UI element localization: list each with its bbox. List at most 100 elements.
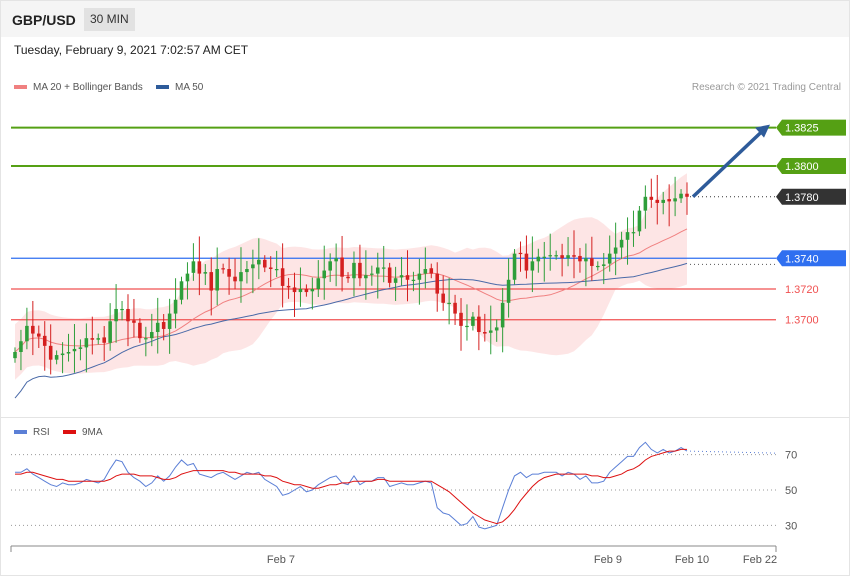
candle-body — [483, 332, 487, 334]
legend-label-ma50: MA 50 — [175, 82, 204, 93]
candle-body — [566, 255, 570, 259]
candle-body — [590, 258, 594, 266]
candle-body — [631, 232, 636, 234]
level-tag-1.3780 — [776, 188, 846, 205]
candle-body — [405, 275, 410, 280]
candle-body — [257, 259, 261, 265]
candle-body — [185, 273, 190, 282]
candle-body — [655, 199, 660, 203]
candle-body — [375, 267, 380, 274]
candle-body — [649, 196, 654, 200]
legend-swatch — [63, 430, 76, 435]
candle-body — [31, 325, 35, 334]
candle-body — [685, 193, 689, 197]
candle-body — [471, 316, 475, 326]
rsi-tick-70: 70 — [785, 450, 797, 462]
candle-body — [530, 261, 535, 271]
candle-body — [37, 333, 41, 337]
candle-body — [506, 279, 511, 303]
candle-body — [334, 258, 338, 262]
rsi-tick-30: 30 — [785, 520, 797, 532]
candle-body — [60, 353, 65, 356]
candle-body — [607, 253, 612, 264]
candle-body — [435, 273, 440, 294]
candle-body — [251, 264, 255, 269]
level-tag-1.3740 — [776, 250, 846, 267]
level-tag-1.3800 — [776, 158, 846, 175]
candle-body — [548, 255, 553, 257]
candle-body — [90, 338, 95, 340]
candle-body — [661, 199, 665, 203]
candle-body — [447, 302, 451, 305]
level-label-1.3740: 1.3740 — [785, 253, 819, 265]
candle-body — [262, 259, 267, 268]
candle-body — [488, 330, 493, 333]
rsi-ma-line — [15, 448, 687, 525]
timeframe-badge[interactable]: 30 MIN — [84, 8, 135, 31]
candle-body — [239, 272, 243, 282]
legend-rsi: RSI — [14, 427, 50, 438]
candle-body — [340, 257, 344, 277]
panel-divider — [1, 417, 849, 418]
ma50-line — [14, 262, 688, 399]
candle-body — [578, 255, 582, 262]
candle-body — [524, 253, 529, 271]
level-tag-1.3825 — [776, 119, 846, 136]
candle-body — [411, 279, 416, 281]
candle-body — [96, 338, 101, 340]
candle-body — [500, 302, 505, 328]
candle-body — [352, 262, 356, 279]
legend-swatch — [14, 85, 27, 90]
candle-body — [536, 256, 541, 262]
candle-body — [72, 348, 77, 352]
candle-body — [596, 265, 600, 268]
candle-body — [304, 288, 309, 293]
bollinger-band — [15, 173, 687, 380]
candle-body — [197, 261, 202, 274]
candle-body — [512, 253, 517, 280]
candle-body — [161, 322, 166, 329]
candle-body — [393, 278, 398, 283]
timestamp: Tuesday, February 9, 2021 7:02:57 AM CET — [14, 43, 249, 57]
candle-body — [298, 288, 303, 293]
ma20-line — [14, 228, 688, 353]
candle-body — [13, 351, 17, 359]
candle-body — [108, 321, 112, 343]
candle-body — [19, 341, 23, 352]
candle-body — [518, 252, 523, 255]
candle-body — [280, 268, 285, 286]
legend-swatch — [156, 85, 169, 90]
rsi-line — [15, 441, 688, 530]
candle-body — [42, 335, 47, 346]
candle-body — [215, 269, 219, 291]
candle-body — [84, 338, 89, 348]
candle-body — [625, 232, 630, 240]
candle-body — [673, 198, 677, 202]
x-tick-feb-10: Feb 10 — [675, 554, 709, 566]
candle-body — [78, 347, 83, 349]
candle-body — [126, 308, 130, 322]
level-label-1.3720: 1.3720 — [785, 284, 819, 296]
legend-ma20: MA 20 + Bollinger Bands — [14, 82, 143, 93]
candle-body — [316, 278, 321, 289]
candle-body — [209, 272, 214, 291]
candle-body — [387, 267, 392, 283]
candle-body — [441, 293, 445, 303]
candle-body — [54, 355, 59, 360]
candle-body — [233, 276, 237, 282]
candle-body — [292, 287, 297, 293]
candle-body — [465, 325, 469, 328]
x-tick-feb-9: Feb 9 — [594, 554, 622, 566]
rsi-dotted-extension — [689, 450, 777, 454]
candle-body — [167, 313, 172, 329]
chart-header: GBP/USD 30 MIN — [1, 1, 849, 37]
candle-body — [494, 327, 499, 331]
legend-9ma: 9MA — [63, 427, 103, 438]
candle-body — [102, 337, 106, 343]
candle-body — [268, 267, 273, 270]
candle-body — [679, 193, 683, 199]
candle-body — [25, 325, 29, 342]
x-tick-feb-7: Feb 7 — [267, 554, 295, 566]
